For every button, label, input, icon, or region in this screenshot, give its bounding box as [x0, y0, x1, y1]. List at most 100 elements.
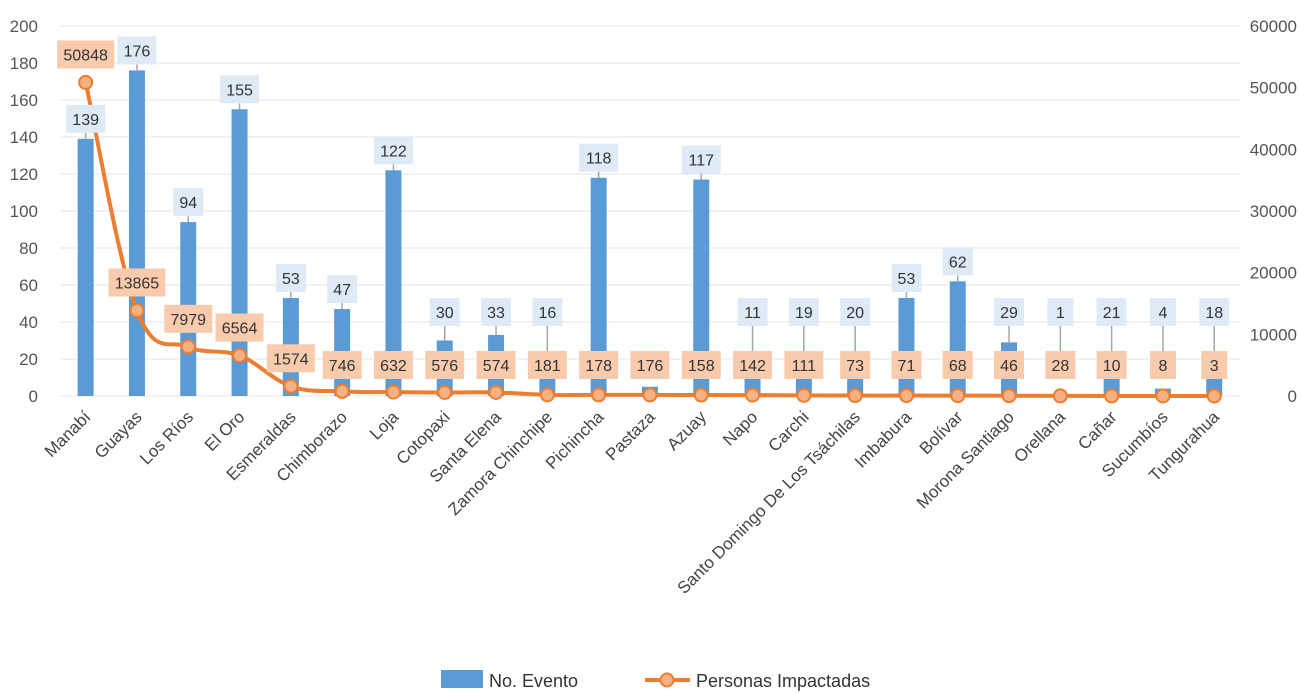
line-point	[1104, 388, 1120, 404]
bar-data-label-text: 47	[333, 282, 351, 299]
bar-data-label: 4	[1149, 298, 1176, 326]
line-point	[745, 387, 761, 403]
line-data-label: 7979	[164, 304, 213, 333]
line-data-label-text: 13865	[115, 275, 160, 292]
bar-data-label: 53	[891, 263, 922, 292]
bar-data-label-box	[891, 263, 922, 292]
bar-data-label-box	[737, 298, 768, 326]
line-point	[539, 387, 555, 403]
line-data-label-text: 632	[380, 358, 407, 375]
left-axis-tick: 0	[29, 387, 38, 406]
category-label: Azuay	[663, 407, 710, 454]
line-data-label-text: 111	[792, 358, 816, 375]
bar-data-label-box	[327, 275, 358, 304]
bar-data-label-text: 176	[124, 43, 151, 60]
line-point	[591, 387, 607, 403]
line-data-label-text: 10	[1103, 358, 1121, 375]
line-point	[847, 388, 863, 404]
line-data-label-box	[1201, 351, 1228, 379]
bar-data-label-box	[1199, 298, 1230, 326]
bar-data-label: 1	[1047, 298, 1074, 326]
right-y-axis: 0 10000 20000 30000 40000 50000 60000	[1250, 17, 1297, 406]
right-axis-tick: 60000	[1250, 17, 1297, 36]
line-data-label: 574	[476, 351, 516, 379]
line-data-label-text: 7979	[170, 312, 206, 329]
line-point	[898, 388, 914, 404]
category-label: Morona Santiago	[913, 407, 1018, 512]
line-point	[950, 388, 966, 404]
bar-data-label-text: 33	[487, 305, 505, 322]
line-point	[642, 387, 658, 403]
bar-data-label-box	[66, 104, 106, 133]
left-y-axis: 0 20 40 60 80 100 120 140 160 180 200	[10, 17, 38, 406]
category-label: Santo Domingo De Los Tsáchilas	[674, 407, 864, 597]
bar-data-label: 53	[275, 263, 306, 292]
line-data-label-box	[733, 351, 773, 379]
line-data-label-text: 6564	[222, 321, 258, 338]
line-data-label-text: 46	[1000, 358, 1018, 375]
bar-data-label: 47	[327, 275, 358, 304]
line-data-label-box	[373, 351, 413, 379]
bar-data-label-box	[532, 298, 563, 326]
line-data-label-text: 576	[431, 358, 458, 375]
line-data-label: 6564	[215, 313, 264, 342]
line-data-label: 158	[681, 351, 721, 379]
line-data-label-box	[942, 351, 973, 379]
line-series	[78, 74, 1222, 404]
line-data-label-box	[108, 268, 166, 297]
line-data-label-text: 574	[483, 358, 510, 375]
line-data-label-text: 71	[898, 358, 916, 375]
bar-data-label-box	[1149, 298, 1176, 326]
line-data-label-box	[1045, 351, 1076, 379]
line-data-label: 178	[579, 351, 619, 379]
legend-bar-label: No. Evento	[489, 671, 578, 691]
bar-data-label: 30	[429, 298, 460, 326]
line-data-label-text: 50848	[63, 47, 108, 64]
line-data-label-box	[994, 351, 1025, 379]
bar	[77, 138, 94, 396]
bar-data-label-text: 30	[436, 305, 454, 322]
bar-data-label: 139	[66, 104, 106, 133]
line-point	[232, 348, 248, 364]
bar-data-label: 21	[1096, 298, 1127, 326]
left-axis-tick: 40	[19, 313, 38, 332]
line-data-label-box	[527, 351, 567, 379]
line-data-label-box	[476, 351, 516, 379]
line-data-label-box	[57, 40, 115, 69]
bar-data-label-text: 19	[795, 305, 813, 322]
line-data-label-box	[630, 351, 670, 379]
line-data-label-text: 181	[534, 358, 561, 375]
line-point	[488, 384, 504, 400]
line-point	[796, 387, 812, 403]
category-label: Napo	[719, 407, 761, 449]
line-data-label-box	[579, 351, 619, 379]
bar-data-label-box	[173, 188, 204, 217]
category-label: Manabí	[41, 407, 95, 461]
line-data-label-text: 3	[1210, 358, 1219, 375]
bar-data-label-box	[429, 298, 460, 326]
category-label: El Oro	[201, 407, 249, 455]
line-data-label: 746	[322, 351, 362, 379]
line-point	[437, 384, 453, 400]
right-axis-tick: 30000	[1250, 202, 1297, 221]
bar-data-label: 122	[373, 136, 413, 165]
category-label: Carchi	[765, 407, 813, 455]
line-data-label: 13865	[108, 268, 166, 297]
bar-data-label: 18	[1199, 298, 1230, 326]
line-data-label-text: 158	[688, 358, 715, 375]
bar-data-label-text: 16	[538, 305, 556, 322]
bar-data-label-box	[1047, 298, 1074, 326]
category-label: Cañar	[1074, 407, 1120, 453]
category-label: Los Ríos	[136, 407, 197, 468]
bar-data-label-text: 118	[586, 151, 612, 168]
line-data-label-text: 68	[949, 358, 967, 375]
line-point	[1052, 388, 1068, 404]
left-axis-tick: 80	[19, 239, 38, 258]
bar-data-label-box	[117, 36, 157, 65]
line-data-label-box	[425, 351, 465, 379]
bar-data-label-text: 62	[949, 254, 967, 271]
bar-data-label-text: 53	[282, 271, 300, 288]
